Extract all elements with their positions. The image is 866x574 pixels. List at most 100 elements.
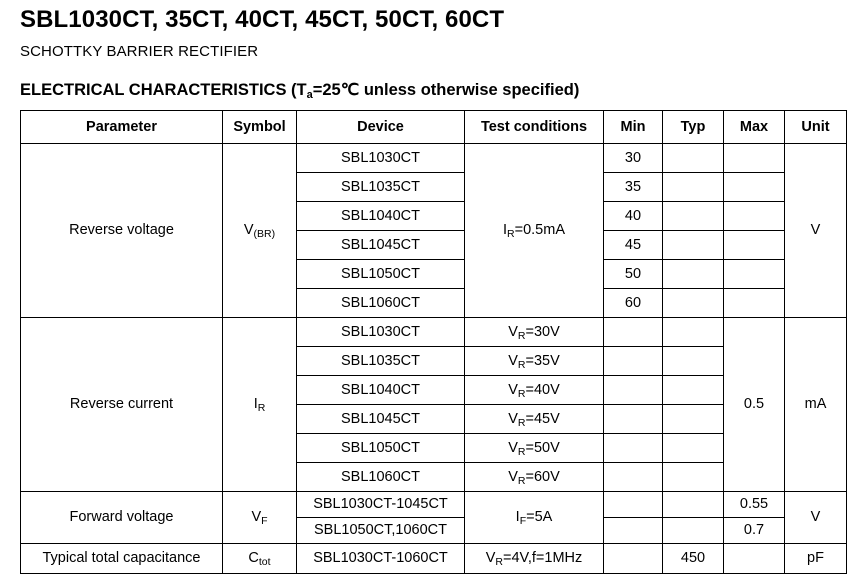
symbol-subscript: (BR) — [253, 228, 276, 241]
min-cell — [603, 517, 663, 544]
min-cell — [603, 462, 663, 492]
device-cell: SBL1050CT — [296, 259, 465, 289]
max-cell — [723, 143, 785, 173]
test-condition-cell: IR=0.5mA — [464, 143, 604, 318]
parameter-typical-total-capacitance: Typical total capacitance — [20, 543, 223, 574]
device-cell: SBL1045CT — [296, 404, 465, 434]
typ-cell — [662, 346, 724, 376]
device-cell: SBL1030CT — [296, 143, 465, 173]
test-condition-cell: VR=60V — [464, 462, 604, 492]
page-title: SBL1030CT, 35CT, 40CT, 45CT, 50CT, 60CT — [20, 6, 505, 33]
typ-cell — [662, 491, 724, 518]
condition-rest: =60V — [525, 468, 560, 485]
test-condition-cell: VR=50V — [464, 433, 604, 463]
max-cell — [723, 230, 785, 260]
min-cell — [603, 543, 663, 574]
condition-rest: =5A — [526, 509, 553, 526]
table-row: SBL1035CT VR=35V — [21, 346, 847, 376]
table-row: SBL1040CT VR=40V — [21, 375, 847, 405]
condition-subscript: F — [519, 515, 527, 528]
min-cell — [603, 346, 663, 376]
column-header-max: Max — [723, 110, 785, 144]
column-header-symbol: Symbol — [222, 110, 297, 144]
condition-base: V — [508, 439, 518, 456]
min-cell — [603, 404, 663, 434]
column-header-min: Min — [603, 110, 663, 144]
max-cell — [723, 543, 785, 574]
typ-cell — [662, 462, 724, 492]
max-cell — [723, 201, 785, 231]
condition-rest: =40V — [525, 381, 560, 398]
section-heading-suffix: =25℃ unless otherwise specified) — [312, 81, 580, 99]
column-header-parameter: Parameter — [20, 110, 223, 144]
table-row: Reverse current IR SBL1030CT VR=30V 0.5 … — [20, 317, 847, 492]
device-cell: SBL1035CT — [296, 346, 465, 376]
table-row: Typical total capacitance Ctot SBL1030CT… — [20, 543, 847, 574]
symbol-forward-voltage: VF — [222, 491, 297, 544]
table-row: Reverse voltage V(BR) SBL1030CT IR=0.5mA… — [20, 143, 847, 318]
condition-subscript: R — [517, 358, 526, 371]
parameter-reverse-voltage: Reverse voltage — [20, 143, 223, 318]
condition-rest: =4V,f=1MHz — [503, 550, 583, 567]
condition-subscript: R — [517, 474, 526, 487]
condition-subscript: R — [517, 416, 526, 429]
symbol-reverse-voltage: V(BR) — [222, 143, 297, 318]
typ-cell — [662, 172, 724, 202]
min-cell: 60 — [603, 288, 663, 318]
condition-rest: =35V — [525, 352, 560, 369]
condition-rest: =0.5mA — [514, 222, 565, 239]
condition-rest: =50V — [525, 439, 560, 456]
condition-subscript: R — [517, 445, 526, 458]
device-cell: SBL1060CT — [296, 288, 465, 318]
condition-subscript: R — [507, 228, 515, 241]
table-row: SBL1050CT,1060CT 0.7 — [21, 517, 847, 544]
test-condition-cell: IF=5A — [464, 491, 604, 544]
typ-cell — [662, 375, 724, 405]
symbol-reverse-current: IR — [222, 317, 297, 492]
table-row: SBL1045CT 45 — [21, 230, 847, 260]
test-condition-cell: VR=45V — [464, 404, 604, 434]
condition-subscript: R — [517, 387, 526, 400]
typ-cell: 450 — [662, 543, 724, 574]
typ-cell — [662, 201, 724, 231]
column-header-unit: Unit — [784, 110, 847, 144]
condition-base: V — [508, 410, 518, 427]
column-header-test-conditions: Test conditions — [464, 110, 604, 144]
table-row: Forward voltage VF SBL1030CT-1045CT IF=5… — [20, 491, 847, 544]
device-cell: SBL1035CT — [296, 172, 465, 202]
section-heading: ELECTRICAL CHARACTERISTICS (Ta=25℃ unles… — [20, 80, 580, 101]
condition-rest: =45V — [525, 410, 560, 427]
symbol-base: I — [253, 396, 258, 413]
table-header-row: Parameter Symbol Device Test conditions … — [20, 110, 847, 144]
electrical-characteristics-table: Parameter Symbol Device Test conditions … — [20, 110, 847, 574]
test-condition-cell: VR=4V,f=1MHz — [464, 543, 604, 574]
typ-cell — [662, 404, 724, 434]
symbol-subscript: F — [261, 515, 268, 528]
min-cell — [603, 491, 663, 518]
min-cell — [603, 433, 663, 463]
condition-subscript: R — [517, 329, 526, 342]
typ-cell — [662, 517, 724, 544]
condition-rest: =30V — [525, 323, 560, 340]
symbol-base: V — [251, 509, 262, 526]
unit-cell: V — [784, 143, 847, 318]
symbol-subscript: tot — [258, 556, 271, 569]
symbol-subscript: R — [257, 402, 266, 415]
condition-base: V — [508, 468, 518, 485]
typ-cell — [662, 433, 724, 463]
min-cell: 30 — [603, 143, 663, 173]
min-cell: 45 — [603, 230, 663, 260]
typ-cell — [662, 317, 724, 347]
condition-base: V — [508, 323, 518, 340]
device-cell: SBL1045CT — [296, 230, 465, 260]
device-cell: SBL1030CT-1045CT — [296, 491, 465, 518]
max-cell: 0.7 — [723, 517, 785, 544]
condition-base: V — [485, 550, 496, 567]
device-cell: SBL1050CT,1060CT — [296, 517, 465, 544]
unit-cell: V — [784, 491, 847, 544]
column-header-typ: Typ — [662, 110, 724, 144]
condition-base: I — [515, 509, 520, 526]
section-heading-subscript: a — [306, 89, 313, 101]
condition-base: V — [508, 381, 518, 398]
device-cell: SBL1050CT — [296, 433, 465, 463]
